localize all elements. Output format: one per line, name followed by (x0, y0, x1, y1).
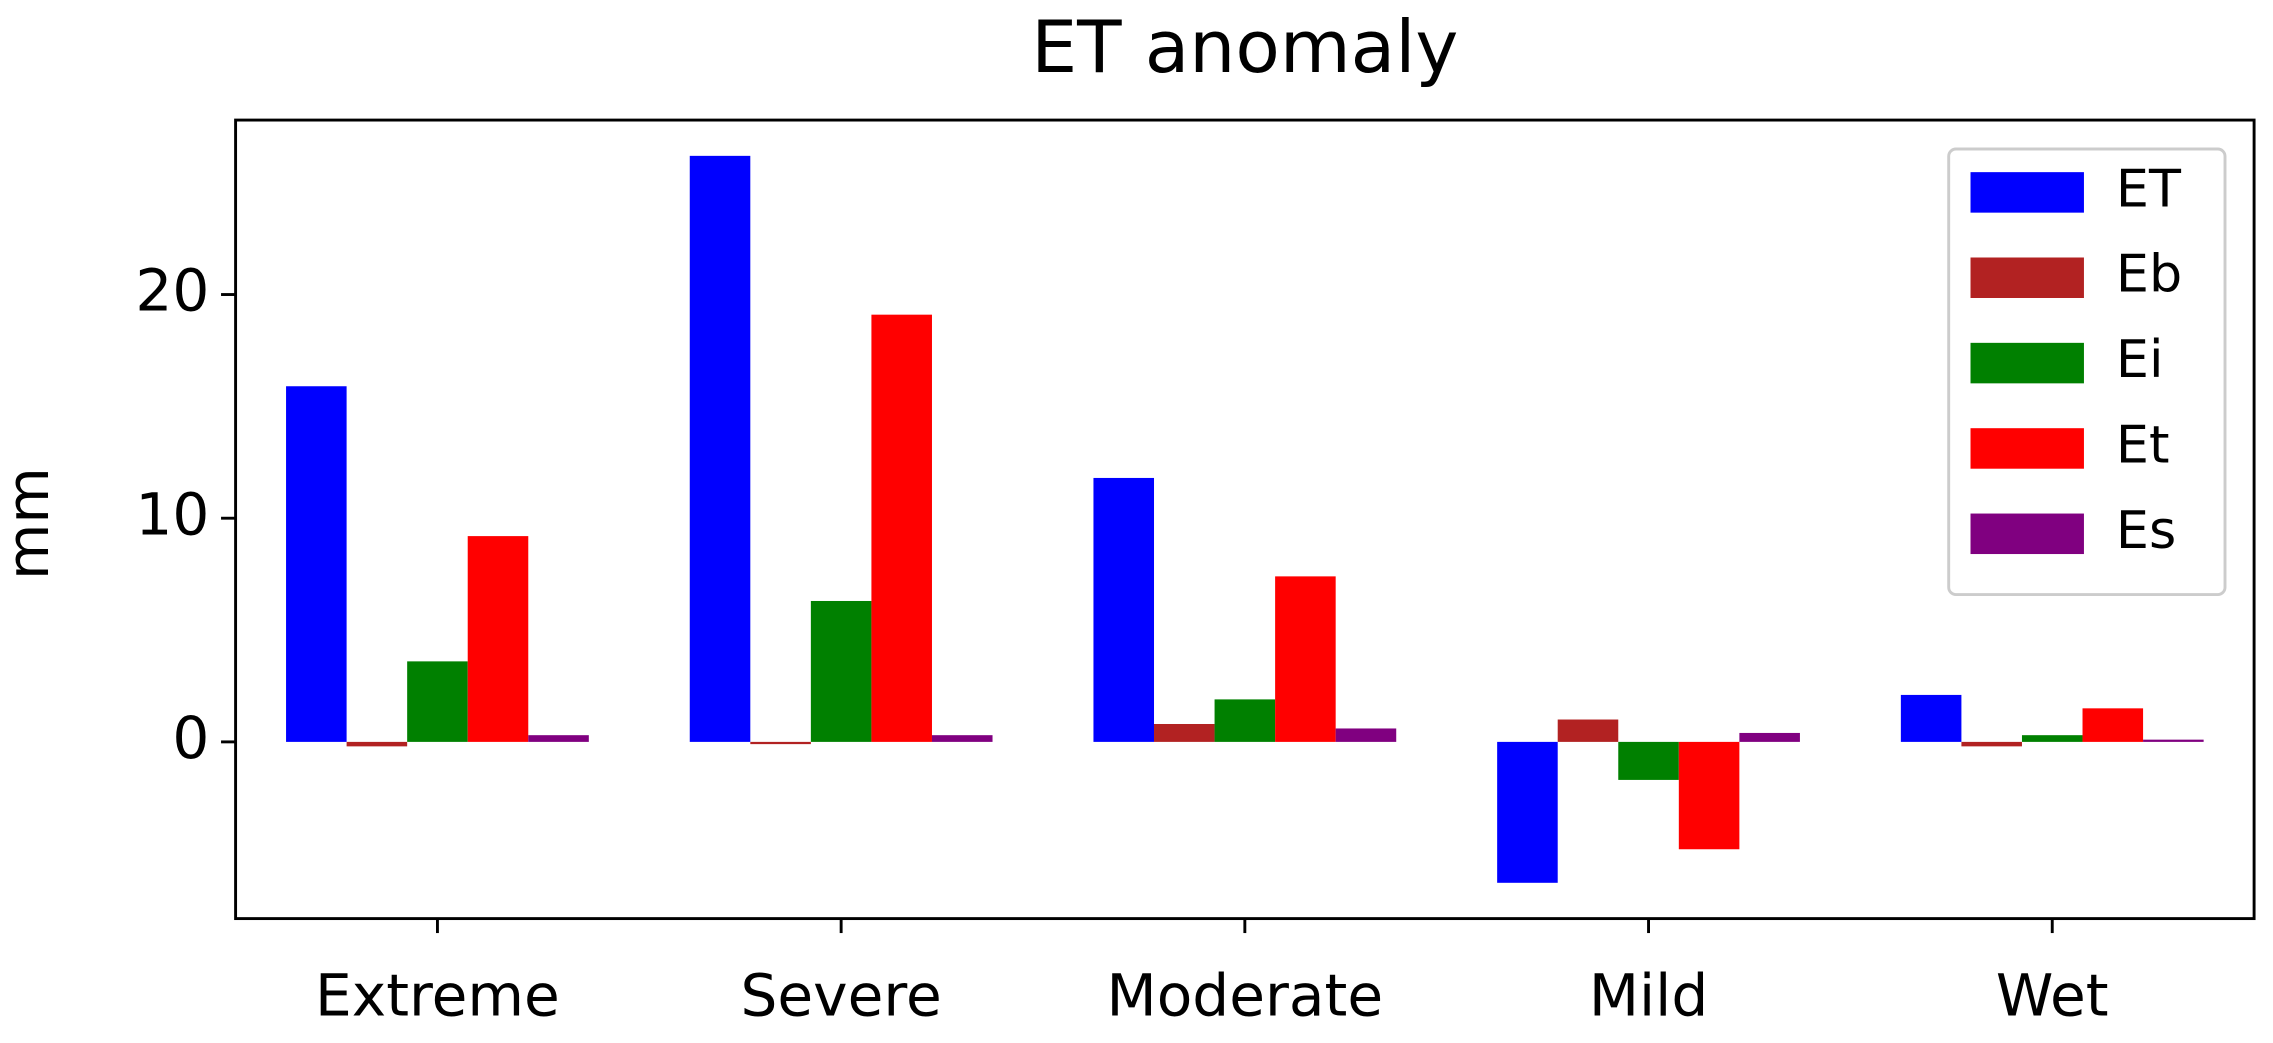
legend-label: Eb (2116, 245, 2182, 305)
bar (1961, 741, 2022, 747)
bar (1497, 741, 1558, 883)
legend-swatch (1970, 513, 2084, 555)
bar (407, 661, 468, 742)
legend-swatch (1970, 172, 2084, 213)
bar (286, 386, 347, 742)
bar (1557, 719, 1619, 742)
bar (346, 741, 408, 747)
bar (1275, 576, 1336, 742)
bar (750, 741, 811, 745)
bar (1678, 741, 1740, 850)
bar (810, 600, 872, 742)
bar (2143, 739, 2204, 742)
x-tick-label: Wet (1996, 962, 2109, 1030)
chart-title: ET anomaly (1031, 6, 1458, 90)
bar (1739, 732, 1800, 742)
bar (467, 536, 529, 742)
x-tick-label: Extreme (315, 962, 560, 1030)
y-tick-label: 10 (135, 480, 209, 548)
bar (689, 155, 751, 742)
bar (2021, 735, 2083, 742)
legend-label: Ei (2116, 330, 2164, 390)
legend-label: Es (2116, 501, 2176, 561)
bar (1900, 694, 1962, 742)
x-tick-label: Mild (1589, 962, 1708, 1030)
y-tick-label: 20 (135, 257, 209, 325)
legend-swatch (1970, 257, 2084, 298)
legend-label: Et (2116, 416, 2170, 476)
legend-swatch (1970, 428, 2084, 469)
bar (1214, 699, 1276, 742)
bar (1335, 728, 1397, 742)
y-tick-label: 0 (172, 704, 209, 772)
legend-swatch (1970, 342, 2084, 384)
plot-frame (234, 118, 2256, 921)
bar (1154, 723, 1215, 742)
x-tick-label: Severe (740, 962, 941, 1030)
bar (528, 735, 589, 742)
legend-label: ET (2116, 159, 2182, 219)
bar (1618, 741, 1679, 780)
bar (871, 314, 932, 742)
y-axis-label: mm (0, 467, 62, 580)
bar (931, 735, 993, 742)
bar (1093, 477, 1155, 742)
bar (2082, 708, 2144, 742)
x-tick-label: Moderate (1107, 962, 1384, 1030)
